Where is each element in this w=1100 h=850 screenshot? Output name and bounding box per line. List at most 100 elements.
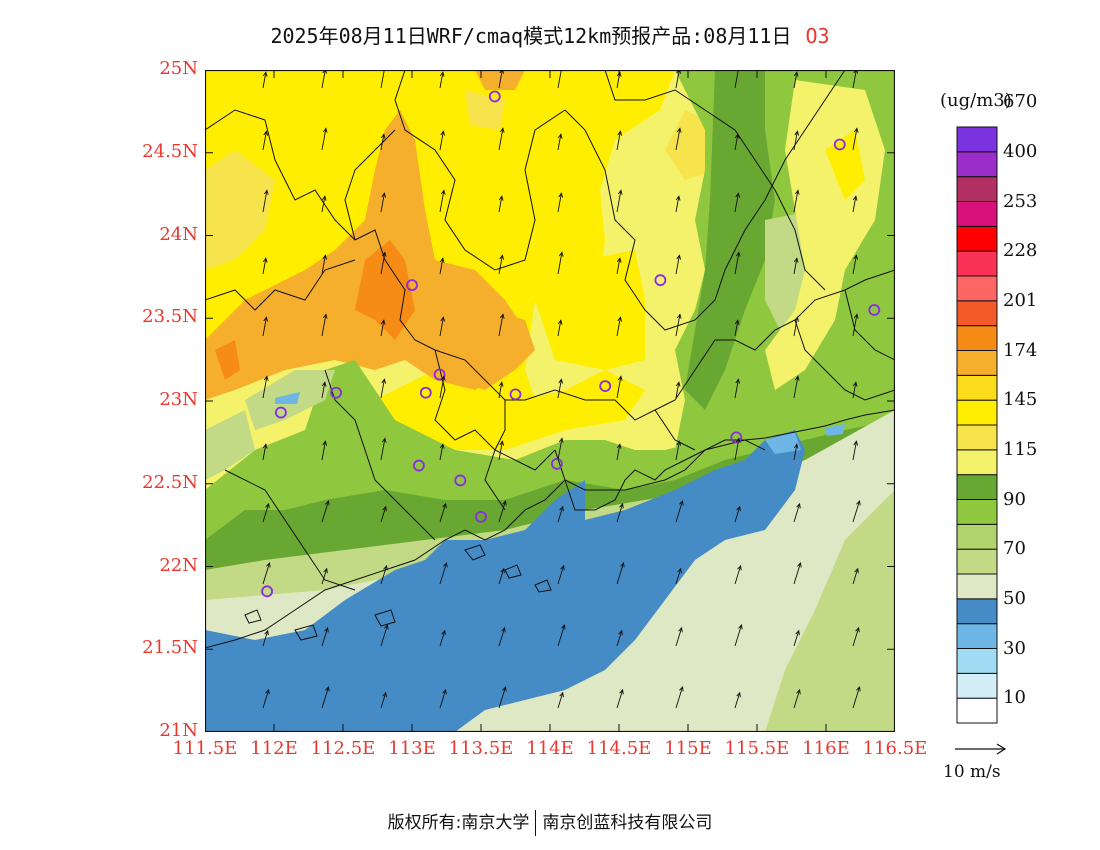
wind-arrow [262,316,269,337]
wind-arrow [321,440,328,461]
wind-arrow [852,499,861,523]
lat-label: 23.5N [142,306,198,328]
wind-arrow [734,70,741,89]
copyright-left: 版权所有:南京大学 [387,813,530,833]
colorbar-swatch [956,623,998,649]
wind-arrow [852,127,859,151]
colorbar-swatch [956,201,998,227]
lon-label: 115.5E [724,738,790,759]
contour-30-sea [205,430,805,732]
contour-70-sea [765,490,895,732]
wind-arrow [793,71,799,89]
colorbar-label: 145 [1003,389,1038,411]
wind-arrow [321,70,328,89]
wind-arrow [321,195,327,213]
station-marker [599,380,612,393]
wind-arrow [793,561,802,585]
station-marker [868,304,881,316]
wind-arrow [498,313,505,337]
wind-arrow [439,502,447,523]
contour-174 [205,110,525,400]
wind-arrow [498,254,505,275]
wind-arrow [380,623,389,647]
islands [244,544,552,641]
wind-arrow [793,316,800,337]
wind-arrow [852,313,859,337]
axis-ticks [205,70,895,732]
lat-label: 24.5N [142,140,198,162]
wind-arrow [380,192,387,213]
wind-arrow [498,440,505,461]
wind-vectors [262,70,861,709]
wind-arrow [734,505,741,523]
wind-arrow [380,319,386,337]
lon-label: 114.5E [586,738,652,759]
wind-arrow [380,437,387,461]
wind-arrow [616,443,622,461]
copyright-right: 南京创蓝科技有限公司 [542,813,713,833]
lat-label: 22N [159,554,198,576]
contour-115-patch [205,150,275,270]
colorbar-label: 400 [1003,140,1038,162]
wind-arrow [262,629,269,647]
contour-30-inland [275,392,300,404]
lon-label: 114E [526,738,574,759]
contour-20-coastal-b [825,424,845,436]
wind-arrow [380,133,386,151]
wind-arrow [734,378,741,399]
wind-arrow [498,685,507,709]
station-marker [509,388,522,401]
wind-arrow [675,195,681,213]
wind-arrow [321,254,328,275]
wind-arrow [262,561,271,585]
copyright: 版权所有:南京大学 南京创蓝科技有限公司 [0,808,1100,836]
colorbar-swatch [956,250,998,277]
wind-arrow [734,623,743,647]
wind-arrow [557,437,564,461]
wind-arrow [793,502,801,523]
wind-arrow [439,561,448,585]
contour-201-b [215,340,240,380]
title-text: 2025年08月11日WRF/cmaq模式12km预报产品:08月11日 [270,24,792,48]
colorbar-label: 50 [1003,587,1026,609]
wind-arrow [498,626,506,647]
wind-arrow [734,192,741,213]
lon-label: 113.5E [448,738,514,759]
wind-arrow [262,189,269,213]
wind-arrow [616,130,623,151]
wind-arrow [675,499,684,523]
wind-arrow [380,251,387,275]
station-markers [261,90,881,598]
contour-201 [355,240,415,340]
colorbar-swatch [956,499,998,525]
station-marker [730,431,743,444]
wind-arrow [439,375,446,399]
station-marker [550,457,563,470]
wind-arrow [734,319,740,337]
wind-arrow [321,381,327,399]
lat-label: 21.5N [142,637,198,659]
colorbar-swatch [956,573,998,600]
wind-arrow [675,127,682,151]
colorbar-swatch [956,300,998,327]
lon-label: 113E [388,738,436,759]
wind-arrow [852,254,859,275]
ozone-concentration-map [205,70,895,732]
wind-arrow [380,70,387,89]
wind-arrow [439,316,446,337]
wind-arrow [439,629,446,647]
colorbar-swatch [956,374,998,401]
wind-arrow [321,685,330,709]
station-marker [654,274,667,287]
colorbar-swatch [956,523,998,550]
wind-arrow [498,499,507,523]
contour-145-b [375,370,645,450]
station-marker [454,474,467,487]
lon-label: 112.5E [310,738,376,759]
wind-arrow [734,251,741,275]
wind-arrow [675,70,682,89]
wind-arrow [734,564,742,585]
colorbar-swatch [956,648,998,674]
wind-arrow [557,251,564,275]
wind-arrow [557,623,566,647]
